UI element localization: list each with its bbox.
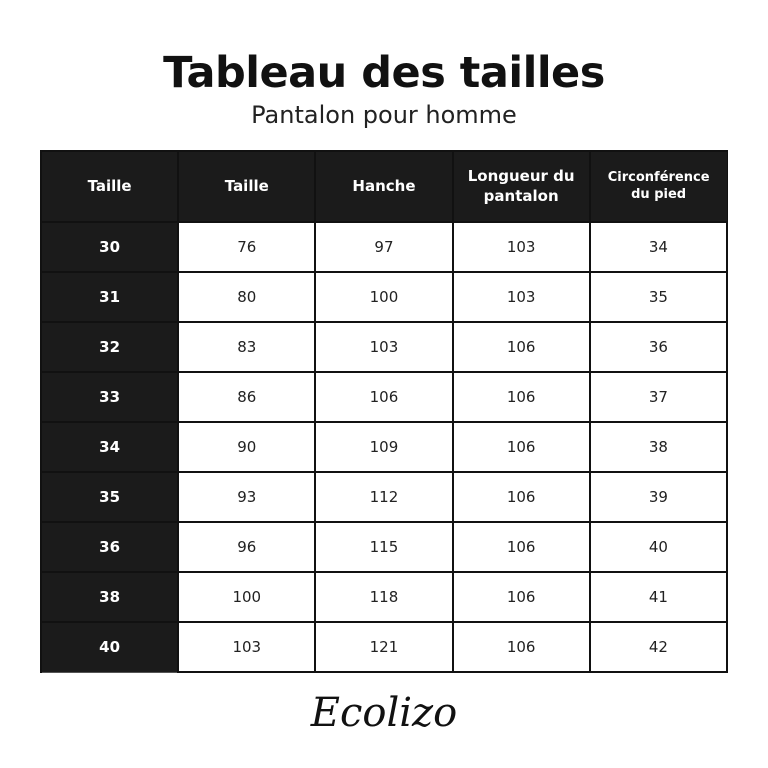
- header-row: Taille Taille Hanche Longueur du pantalo…: [39, 150, 728, 223]
- size-cell: 38: [39, 571, 180, 623]
- brand-logo: Ecolizo: [310, 690, 458, 736]
- header-hip: Hanche: [314, 150, 454, 223]
- header-size: Taille: [39, 150, 179, 223]
- measurement-cell: 106: [314, 371, 454, 423]
- measurement-cell: 121: [314, 621, 454, 673]
- measurement-cell: 100: [314, 271, 454, 323]
- measurement-cell: 83: [177, 321, 317, 373]
- measurement-cell: 109: [314, 421, 454, 473]
- size-cell: 34: [39, 421, 180, 473]
- measurement-cell: 34: [588, 221, 729, 273]
- table-row: 34 90 109 106 38: [39, 421, 729, 473]
- table-row: 31 80 100 103 35: [39, 271, 729, 323]
- measurement-cell: 76: [177, 221, 317, 273]
- measurement-cell: 100: [177, 571, 317, 623]
- measurement-cell: 106: [451, 421, 591, 473]
- table-row: 36 96 115 106 40: [39, 521, 729, 573]
- measurement-cell: 42: [588, 621, 729, 673]
- size-cell: 31: [39, 271, 180, 323]
- measurement-cell: 118: [314, 571, 454, 623]
- page-subtitle: Pantalon pour homme: [251, 101, 517, 129]
- measurement-cell: 106: [451, 471, 591, 523]
- size-cell: 32: [39, 321, 180, 373]
- table-row: 35 93 112 106 39: [39, 471, 729, 523]
- table-row: 38 100 118 106 41: [39, 571, 729, 623]
- measurement-cell: 106: [451, 321, 591, 373]
- measurement-cell: 90: [177, 421, 317, 473]
- page-title: Tableau des tailles: [163, 48, 605, 98]
- table-row: 40 103 121 106 42: [39, 621, 729, 673]
- measurement-cell: 40: [588, 521, 729, 573]
- size-cell: 40: [39, 621, 180, 673]
- measurement-cell: 38: [588, 421, 729, 473]
- header-length: Longueur du pantalon: [451, 150, 591, 223]
- measurement-cell: 86: [177, 371, 317, 423]
- size-cell: 36: [39, 521, 180, 573]
- measurement-cell: 103: [451, 271, 591, 323]
- measurement-cell: 115: [314, 521, 454, 573]
- header-foot-circumference: Circonférence du pied: [588, 150, 728, 223]
- measurement-cell: 106: [451, 521, 591, 573]
- measurement-cell: 93: [177, 471, 317, 523]
- table-row: 32 83 103 106 36: [39, 321, 729, 373]
- measurement-cell: 103: [177, 621, 317, 673]
- measurement-cell: 96: [177, 521, 317, 573]
- measurement-cell: 103: [314, 321, 454, 373]
- measurement-cell: 112: [314, 471, 454, 523]
- measurement-cell: 103: [451, 221, 591, 273]
- measurement-cell: 106: [451, 621, 591, 673]
- measurement-cell: 80: [177, 271, 317, 323]
- size-cell: 35: [39, 471, 180, 523]
- measurement-cell: 36: [588, 321, 729, 373]
- measurement-cell: 106: [451, 571, 591, 623]
- table-row: 33 86 106 106 37: [39, 371, 729, 423]
- measurement-cell: 106: [451, 371, 591, 423]
- table-row: 30 76 97 103 34: [39, 221, 729, 273]
- measurement-cell: 39: [588, 471, 729, 523]
- size-cell: 30: [39, 221, 180, 273]
- size-cell: 33: [39, 371, 180, 423]
- measurement-cell: 35: [588, 271, 729, 323]
- measurement-cell: 97: [314, 221, 454, 273]
- measurement-cell: 37: [588, 371, 729, 423]
- measurement-cell: 41: [588, 571, 729, 623]
- header-waist: Taille: [177, 150, 316, 223]
- size-table: Taille Taille Hanche Longueur du pantalo…: [39, 150, 729, 673]
